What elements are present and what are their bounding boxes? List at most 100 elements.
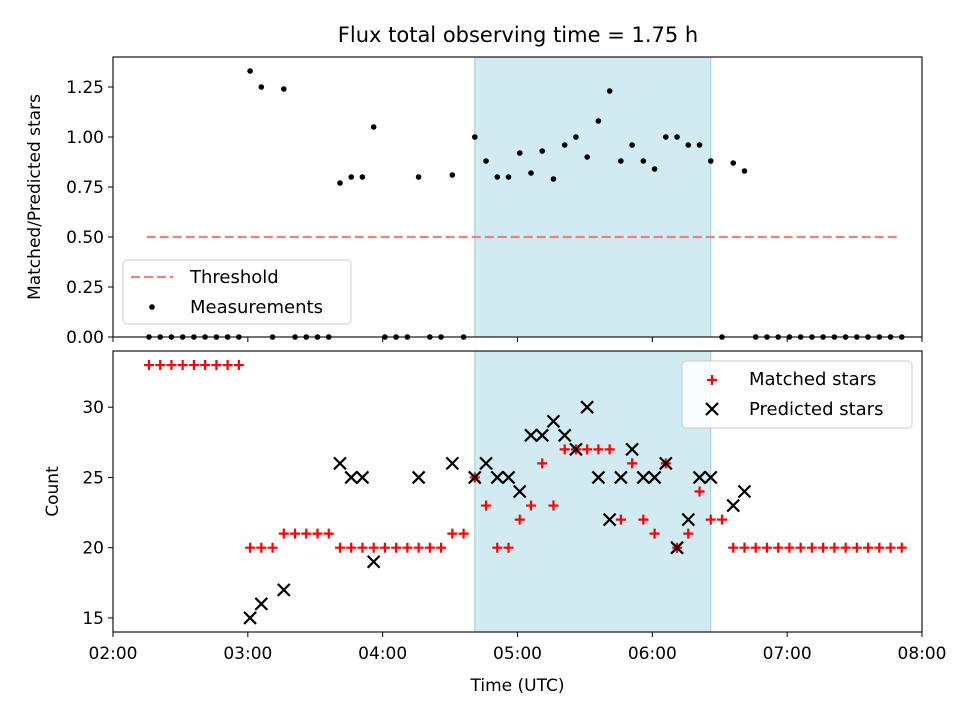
measurement-point xyxy=(573,134,579,140)
predicted-star-point xyxy=(355,470,370,485)
matched-star-point xyxy=(436,542,447,553)
x-tick-label: 07:00 xyxy=(763,644,812,664)
measurement-point xyxy=(483,158,489,164)
matched-star-point xyxy=(245,542,256,553)
matched-star-point xyxy=(548,500,559,511)
matched-star-point xyxy=(301,528,312,539)
x-tick-label: 04:00 xyxy=(358,644,407,664)
matched-star-point xyxy=(773,542,784,553)
predicted-star-point xyxy=(647,470,662,485)
y-tick-label: 1.00 xyxy=(66,128,104,148)
matched-star-point xyxy=(481,500,492,511)
measurement-point xyxy=(640,158,647,164)
predicted-star-point xyxy=(512,484,527,499)
predicted-star-point xyxy=(468,470,482,485)
legend: Matched stars Predicted stars xyxy=(681,360,913,429)
predicted-star-point xyxy=(243,611,257,625)
matched-star-point xyxy=(874,542,885,553)
measurement-point xyxy=(663,134,669,140)
measurement-point xyxy=(539,148,546,154)
matched-star-point xyxy=(525,500,536,511)
measurement-point xyxy=(707,158,714,164)
matched-star-point xyxy=(806,542,817,553)
y-axis-label: Count xyxy=(43,466,63,517)
measurement-point xyxy=(606,88,613,94)
predicted-star-point xyxy=(535,428,549,443)
measurement-point xyxy=(516,150,523,156)
predicted-star-point xyxy=(726,498,741,513)
predicted-star-point xyxy=(344,470,358,485)
measurement-point xyxy=(280,86,287,92)
measurement-point xyxy=(550,176,557,182)
matched-star-point xyxy=(818,542,829,553)
predicted-star-point xyxy=(737,484,752,499)
measurement-point xyxy=(528,170,534,176)
measurement-point xyxy=(685,142,692,148)
y-tick-label: 1.25 xyxy=(66,78,104,98)
matched-star-point xyxy=(885,542,896,553)
matched-star-point xyxy=(424,542,435,553)
matched-star-point xyxy=(368,542,379,553)
matched-star-point xyxy=(278,528,289,539)
predicted-star-point xyxy=(580,400,594,414)
matched-star-point xyxy=(559,444,570,455)
x-tick-label: 08:00 xyxy=(898,644,947,664)
measurement-point xyxy=(584,154,590,160)
matched-star-point xyxy=(413,542,424,553)
legend-box xyxy=(122,259,352,325)
predicted-star-point xyxy=(479,456,493,471)
y-tick-label: 0.25 xyxy=(66,278,104,298)
matched-star-point xyxy=(188,360,199,371)
predicted-star-point xyxy=(277,583,291,597)
legend-box xyxy=(681,360,913,429)
measurement-point xyxy=(348,174,355,180)
legend: Threshold Measurements xyxy=(122,259,352,325)
matched-star-point xyxy=(458,528,469,539)
measurement-point xyxy=(449,172,456,178)
predicted-star-point xyxy=(333,456,347,471)
predicted-star-point xyxy=(490,470,505,485)
measurement-point xyxy=(247,68,253,74)
y-tick-label: 20 xyxy=(82,539,104,559)
legend-threshold-label: Threshold xyxy=(189,267,279,288)
x-tick-label: 06:00 xyxy=(628,644,677,664)
matched-star-point xyxy=(750,542,761,553)
matched-star-point xyxy=(593,444,604,455)
chart-title: Flux total observing time = 1.75 h xyxy=(338,23,698,47)
matched-star-point xyxy=(312,528,323,539)
y-tick-label: 15 xyxy=(82,609,104,629)
ratio-panel: 0.00 0.25 0.50 0.75 1.00 1.25 Matched/Predicte… xyxy=(25,56,923,348)
matched-star-point xyxy=(447,528,458,539)
matched-star-point xyxy=(200,360,211,371)
matched-star-point xyxy=(761,542,772,553)
predicted-star-point xyxy=(625,442,639,457)
matched-star-point xyxy=(211,360,222,371)
matched-star-point xyxy=(716,514,727,525)
predicted-star-point xyxy=(659,456,673,471)
y-tick-label: 0.50 xyxy=(66,228,104,248)
x-tick-label: 02:00 xyxy=(89,644,138,664)
matched-star-point xyxy=(604,444,615,455)
matched-star-point xyxy=(582,444,593,455)
y-axis-label: Matched/Predicted stars xyxy=(25,94,45,300)
predicted-star-point xyxy=(681,512,696,527)
y-tick-label: 25 xyxy=(82,468,104,488)
matched-star-point xyxy=(143,360,154,371)
matched-star-point xyxy=(683,528,694,539)
measurement-point xyxy=(696,142,703,148)
matched-star-point xyxy=(290,528,301,539)
measurement-point xyxy=(258,84,265,90)
matched-star-point xyxy=(829,542,840,553)
matched-star-point xyxy=(357,542,368,553)
predicted-star-point xyxy=(602,512,617,527)
matched-star-point xyxy=(346,542,357,553)
matched-star-point xyxy=(155,360,166,371)
measurement-point xyxy=(674,134,680,140)
y-tick-label: 0.75 xyxy=(66,178,104,198)
matched-star-point xyxy=(503,542,514,553)
measurement-point xyxy=(370,124,377,130)
measurement-point xyxy=(337,180,343,186)
matched-star-point xyxy=(514,514,525,525)
matched-star-point xyxy=(896,542,907,553)
